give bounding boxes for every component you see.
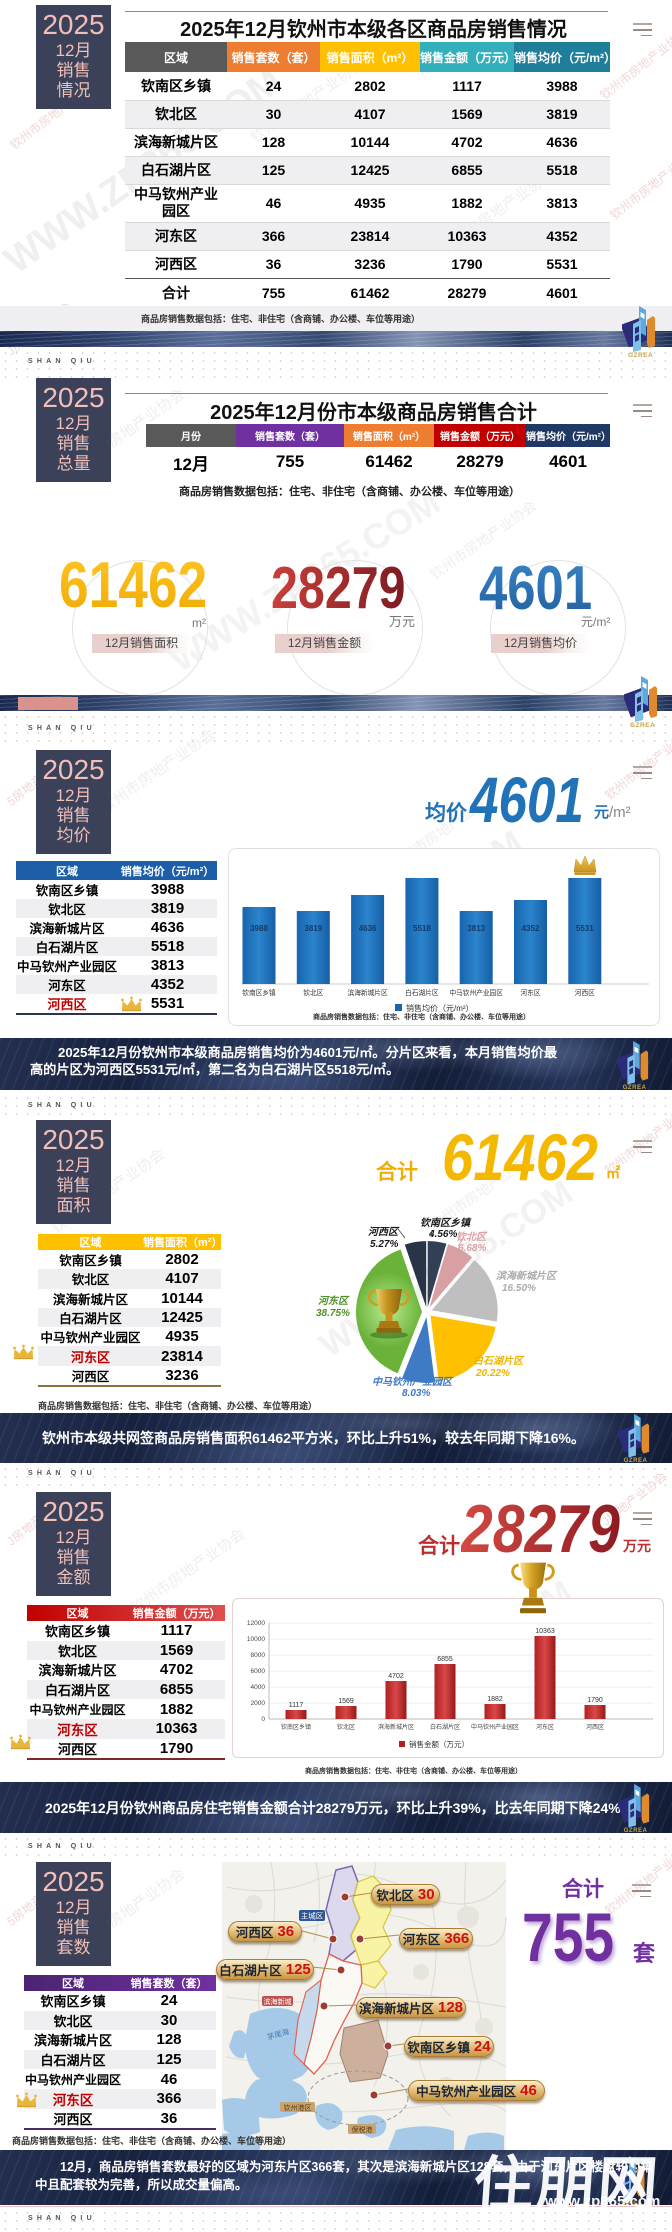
svg-text:河东区: 河东区 bbox=[536, 1723, 554, 1731]
svg-text:4352: 4352 bbox=[522, 924, 540, 933]
svg-text:滨海新城片区: 滨海新城片区 bbox=[348, 988, 388, 997]
svg-text:8000: 8000 bbox=[251, 1652, 266, 1659]
svg-text:白石湖片区: 白石湖片区 bbox=[405, 988, 439, 997]
svg-text:钦州港区: 钦州港区 bbox=[284, 2103, 312, 2112]
svg-text:4.56%: 4.56% bbox=[428, 1229, 457, 1240]
svg-text:3988: 3988 bbox=[250, 924, 268, 933]
svg-text:钦南区乡镇: 钦南区乡镇 bbox=[281, 1723, 311, 1731]
svg-text:10363: 10363 bbox=[535, 1628, 555, 1635]
svg-text:河东区: 河东区 bbox=[520, 988, 540, 997]
svg-text:1569: 1569 bbox=[338, 1698, 354, 1705]
svg-text:8.03%: 8.03% bbox=[402, 1388, 430, 1399]
svg-text:滨海新城片区: 滨海新城片区 bbox=[496, 1270, 558, 1282]
svg-text:销售金额（万元）: 销售金额（万元） bbox=[409, 1739, 469, 1749]
svg-text:滨海新城: 滨海新城 bbox=[264, 1997, 292, 2006]
svg-text:河西区: 河西区 bbox=[368, 1226, 400, 1238]
svg-text:钦北区: 钦北区 bbox=[456, 1231, 488, 1243]
svg-text:4636: 4636 bbox=[359, 924, 377, 933]
svg-text:3819: 3819 bbox=[304, 924, 322, 933]
svg-text:钦北区: 钦北区 bbox=[337, 1723, 355, 1731]
svg-text:1117: 1117 bbox=[289, 1702, 304, 1709]
svg-text:12000: 12000 bbox=[247, 1620, 265, 1627]
svg-text:0: 0 bbox=[261, 1716, 265, 1723]
svg-text:20.22%: 20.22% bbox=[475, 1368, 510, 1379]
svg-text:5.27%: 5.27% bbox=[370, 1239, 398, 1250]
svg-text:1882: 1882 bbox=[487, 1696, 503, 1703]
svg-text:6855: 6855 bbox=[437, 1656, 453, 1663]
svg-text:38.75%: 38.75% bbox=[316, 1308, 350, 1319]
svg-text:6000: 6000 bbox=[251, 1668, 266, 1675]
svg-text:白石湖片区: 白石湖片区 bbox=[473, 1355, 525, 1367]
svg-text:2000: 2000 bbox=[251, 1700, 266, 1707]
svg-text:16.50%: 16.50% bbox=[502, 1283, 536, 1294]
svg-text:中马钦州产业园区: 中马钦州产业园区 bbox=[449, 988, 503, 997]
svg-text:4702: 4702 bbox=[388, 1673, 404, 1680]
svg-text:10000: 10000 bbox=[247, 1636, 265, 1643]
svg-text:钦北区: 钦北区 bbox=[303, 988, 323, 997]
svg-text:保税港: 保税港 bbox=[352, 2125, 373, 2134]
svg-text:河东区: 河东区 bbox=[318, 1295, 350, 1307]
svg-text:5531: 5531 bbox=[576, 924, 594, 933]
svg-text:河西区: 河西区 bbox=[575, 989, 595, 997]
svg-text:中马钦州产业园区: 中马钦州产业园区 bbox=[471, 1723, 519, 1731]
svg-text:4000: 4000 bbox=[251, 1684, 266, 1691]
svg-text:滨海新城片区: 滨海新城片区 bbox=[378, 1723, 414, 1731]
svg-text:5518: 5518 bbox=[413, 924, 431, 933]
svg-text:6.68%: 6.68% bbox=[458, 1243, 486, 1254]
svg-text:中马钦州产业园区: 中马钦州产业园区 bbox=[372, 1376, 454, 1388]
svg-text:钦南区乡镇: 钦南区乡镇 bbox=[420, 1217, 472, 1229]
svg-text:3813: 3813 bbox=[467, 924, 485, 933]
svg-text:销售均价（元/m²）: 销售均价（元/m²） bbox=[406, 1003, 474, 1013]
svg-text:白石湖片区: 白石湖片区 bbox=[430, 1723, 460, 1731]
svg-text:河西区: 河西区 bbox=[586, 1723, 604, 1731]
svg-text:1790: 1790 bbox=[587, 1697, 603, 1704]
svg-text:主城区: 主城区 bbox=[301, 1911, 324, 1921]
svg-text:钦南区乡镇: 钦南区乡镇 bbox=[242, 988, 276, 997]
